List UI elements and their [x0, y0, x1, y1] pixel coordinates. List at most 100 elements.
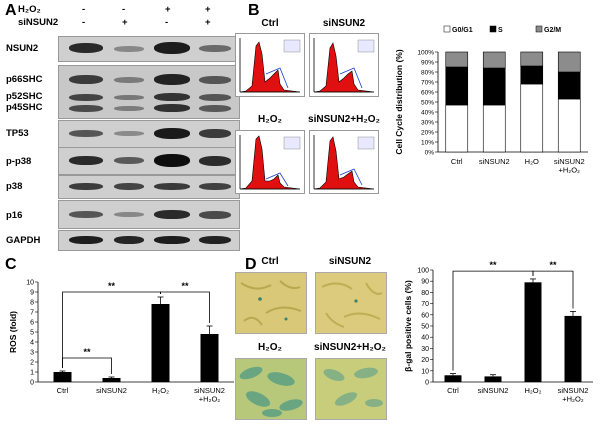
treatment-table: H₂O₂ - - + + siNSUN2 - + - +	[0, 4, 240, 34]
flow-title-h2o2: H₂O₂	[258, 114, 282, 125]
legend-label: G0/G1	[452, 27, 473, 34]
blot-label-p16: p16	[6, 210, 23, 221]
y-tick-label: 80%	[421, 70, 434, 77]
micro-title-h2o2: H₂O₂	[258, 342, 282, 353]
micrograph-sinsun2	[315, 272, 387, 334]
micrograph-sinsun2-h2o2	[315, 358, 387, 420]
micro-title-ctrl: Ctrl	[261, 256, 279, 267]
legend-swatch	[443, 25, 451, 33]
bar-segment-g2m	[482, 51, 506, 69]
bar-segment-g0g1	[445, 104, 469, 153]
y-tick-label: 40%	[421, 110, 434, 117]
blot-p38	[58, 175, 240, 199]
y-tick-label: 6	[30, 320, 34, 327]
y-tick-label: 8	[30, 300, 34, 307]
flow-histogram-sinsun2	[309, 33, 379, 97]
y-tick-label: 50	[421, 324, 429, 331]
x-tick-label: siNSUN2	[479, 157, 510, 166]
micrograph-h2o2	[235, 358, 307, 420]
blot-tp53	[58, 120, 240, 148]
significance-label: **	[83, 347, 91, 357]
bar	[200, 334, 219, 382]
treatment-label-0: H₂O₂	[18, 4, 41, 15]
x-tick-label: siNSUN2 +H₂O₂	[558, 386, 589, 404]
y-tick-label: 0	[425, 380, 429, 387]
significance-bracket	[160, 291, 210, 323]
y-tick-label: 3	[30, 350, 34, 357]
y-tick-label: 10%	[421, 140, 434, 147]
x-tick-label: H₂O	[525, 157, 539, 166]
significance-label: **	[108, 281, 116, 291]
bar	[484, 376, 502, 382]
bar-segment-g0g1	[557, 98, 581, 153]
significance-bracket	[62, 357, 112, 374]
bar-segment-g2m	[520, 51, 544, 67]
x-tick-label: Ctrl	[451, 157, 463, 166]
x-tick-label: siNSUN2	[96, 386, 127, 395]
significance-label: **	[549, 260, 557, 270]
y-tick-label: 30	[421, 346, 429, 353]
micro-title-sinsun2: siNSUN2	[328, 256, 372, 267]
legend-label: S	[498, 27, 503, 34]
y-tick-label: 0%	[425, 150, 435, 157]
y-tick-label: 2	[30, 360, 34, 367]
y-axis-title: β-gal positive cells (%)	[403, 280, 413, 372]
significance-label: **	[489, 260, 497, 270]
chart-beta-gal: 0 10 20 30 40 50 60 70 80 90 100 β-gal positive cel…	[403, 260, 593, 404]
x-tick-label: H₂O₂	[152, 386, 169, 395]
y-tick-label: 90	[421, 279, 429, 286]
x-tick-label: siNSUN2 +H₂O₂	[554, 157, 585, 175]
y-tick-label: 60%	[421, 90, 434, 97]
treatment-sign: -	[82, 17, 86, 28]
legend-swatch	[489, 25, 497, 33]
treatment-sign: -	[122, 4, 126, 15]
blot-label-p-p38: p-p38	[6, 156, 32, 167]
panel-label-d: D	[245, 256, 257, 273]
treatment-sign: -	[165, 17, 169, 28]
significance-label: **	[181, 281, 189, 291]
x-tick-label: Ctrl	[447, 386, 459, 395]
y-tick-label: 0	[30, 380, 34, 387]
y-tick-label: 50%	[421, 100, 434, 107]
bar	[53, 372, 72, 382]
bar-segment-s	[520, 65, 544, 85]
bar	[444, 375, 462, 382]
x-tick-label: Ctrl	[57, 386, 69, 395]
y-tick-label: 7	[30, 310, 34, 317]
bar	[564, 315, 582, 382]
y-tick-label: 1	[30, 370, 34, 377]
y-tick-label: 90%	[421, 60, 434, 67]
panel-label-a: A	[5, 2, 17, 19]
y-tick-label: 100%	[417, 50, 434, 57]
y-tick-label: 5	[30, 330, 34, 337]
blot-shc	[58, 65, 240, 119]
x-tick-label: H₂O₂	[524, 386, 541, 395]
flow-title-ctrl: Ctrl	[261, 18, 279, 29]
treatment-label-1: siNSUN2	[18, 17, 59, 28]
flow-title-sinsun2-h2o2: siNSUN2+H₂O₂	[308, 114, 380, 125]
blot-label-tp53: TP53	[6, 128, 29, 139]
blot-nsun2	[58, 36, 240, 62]
bar-segment-s	[557, 71, 581, 100]
bar-segment-g2m	[445, 51, 469, 68]
y-tick-label: 20	[421, 357, 429, 364]
y-tick-label: 10	[26, 280, 34, 287]
bar	[102, 378, 121, 382]
treatment-sign: +	[122, 17, 128, 28]
treatment-sign: +	[205, 17, 211, 28]
significance-bracket	[62, 291, 161, 368]
y-tick-label: 70%	[421, 80, 434, 87]
treatment-sign: -	[82, 4, 86, 15]
blot-label-gapdh: GAPDH	[6, 235, 41, 246]
legend-label: G2/M	[544, 27, 561, 34]
bar-segment-g2m	[557, 51, 581, 73]
panel-label-b: B	[248, 2, 260, 19]
significance-bracket	[532, 270, 574, 309]
treatment-sign: +	[205, 4, 211, 15]
chart-cell-cycle: 0% 10% 20% 30% 40% 50% 60% 70% 80% 90% 100% Cell Cy…	[394, 25, 588, 175]
flow-histogram-sinsun2-h2o2	[309, 130, 379, 194]
flow-histogram-ctrl	[235, 33, 305, 97]
significance-bracket	[452, 270, 534, 371]
y-axis-title: ROS (fold)	[8, 311, 18, 353]
y-tick-label: 20%	[421, 130, 434, 137]
